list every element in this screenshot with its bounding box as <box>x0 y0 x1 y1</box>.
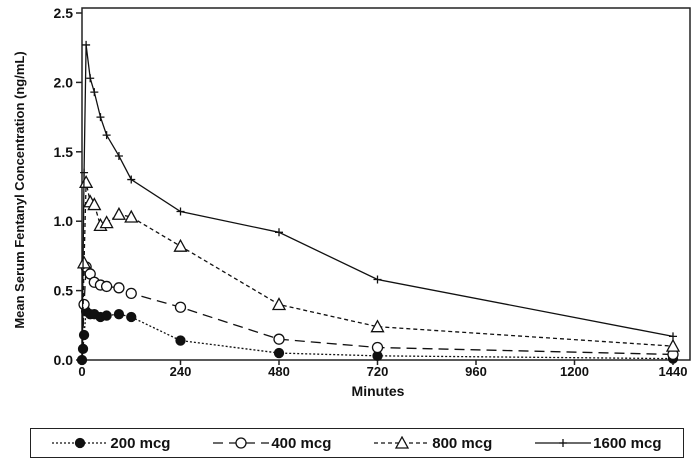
series-200-mcg <box>76 306 679 366</box>
legend-marker <box>235 437 247 449</box>
y-tick-label: 1.0 <box>54 213 74 229</box>
data-point <box>176 207 185 216</box>
legend-marker <box>75 437 86 449</box>
data-point <box>86 74 95 83</box>
x-axis-label: Minutes <box>352 383 405 399</box>
chart: 0 240 480 720 960 1200 14400.00.51.01.52.02.5 … <box>12 5 691 399</box>
data-point <box>78 298 90 311</box>
legend: 200 mcg 400 mcg 800 mcg 1600 mcg <box>30 428 684 458</box>
data-point <box>127 175 136 184</box>
data-point <box>371 341 384 354</box>
data-point <box>87 197 102 211</box>
data-point <box>173 238 188 252</box>
x-tick-label: 960 <box>465 364 487 379</box>
x-tick-label: 240 <box>170 364 192 379</box>
data-point <box>99 215 114 229</box>
data-point <box>273 333 285 345</box>
x-tick-label: 1440 <box>659 364 688 379</box>
y-axis-label: Mean Serum Fentanyl Concentration (ng/mL… <box>12 51 27 328</box>
y-tick-label: 1.5 <box>54 144 74 160</box>
legend-swatch-icon <box>535 439 592 447</box>
data-point <box>79 174 94 188</box>
data-point <box>124 209 139 223</box>
legend-swatch-icon <box>374 436 431 449</box>
series-line <box>81 182 674 361</box>
data-point <box>271 297 287 311</box>
y-tick-label: 0.5 <box>54 283 74 299</box>
legend-label: 400 mcg <box>271 434 332 452</box>
data-point <box>113 282 125 294</box>
data-point <box>113 309 125 320</box>
data-point <box>101 310 112 321</box>
y-tick-label: 0.0 <box>54 352 74 368</box>
legend-label: 200 mcg <box>110 434 171 452</box>
legend-marker <box>559 439 568 447</box>
series-800-mcg <box>76 174 681 361</box>
x-tick-label: 720 <box>367 364 389 379</box>
data-point <box>125 287 137 300</box>
legend-swatch-icon <box>52 437 109 449</box>
data-point <box>126 311 137 323</box>
data-point <box>82 40 91 49</box>
plot-frame <box>81 7 691 361</box>
data-point <box>669 332 677 341</box>
legend-item: 400 mcg <box>213 435 331 452</box>
data-point <box>80 168 89 177</box>
data-point <box>100 280 113 293</box>
legend-item: 800 mcg <box>374 435 492 452</box>
x-tick-label: 480 <box>268 364 290 379</box>
data-point <box>102 131 111 140</box>
data-point <box>273 347 285 359</box>
data-point <box>114 151 123 160</box>
legend-label: 1600 mcg <box>593 434 662 452</box>
y-tick-label: 2.5 <box>54 5 74 21</box>
data-point <box>275 228 283 237</box>
data-point <box>76 255 92 269</box>
x-tick-label: 1200 <box>560 364 589 379</box>
x-tick-label: 0 <box>78 364 85 379</box>
data-point <box>77 343 89 355</box>
y-tick-label: 2.0 <box>54 74 74 90</box>
legend-marker <box>395 436 410 449</box>
legend-label: 800 mcg <box>432 434 493 452</box>
legend-item: 1600 mcg <box>535 434 662 452</box>
legend-item: 200 mcg <box>52 435 170 452</box>
data-point <box>373 275 382 284</box>
data-point <box>78 329 90 341</box>
data-point <box>174 301 187 313</box>
legend-swatch-icon <box>213 437 270 449</box>
data-point <box>665 338 681 352</box>
series-line <box>81 44 674 361</box>
data-point <box>90 88 99 97</box>
data-point <box>370 319 385 333</box>
data-point <box>96 113 105 122</box>
data-point <box>111 206 127 220</box>
data-point <box>175 335 186 346</box>
series-400-mcg <box>78 261 679 361</box>
series-1600-mcg <box>80 40 677 361</box>
